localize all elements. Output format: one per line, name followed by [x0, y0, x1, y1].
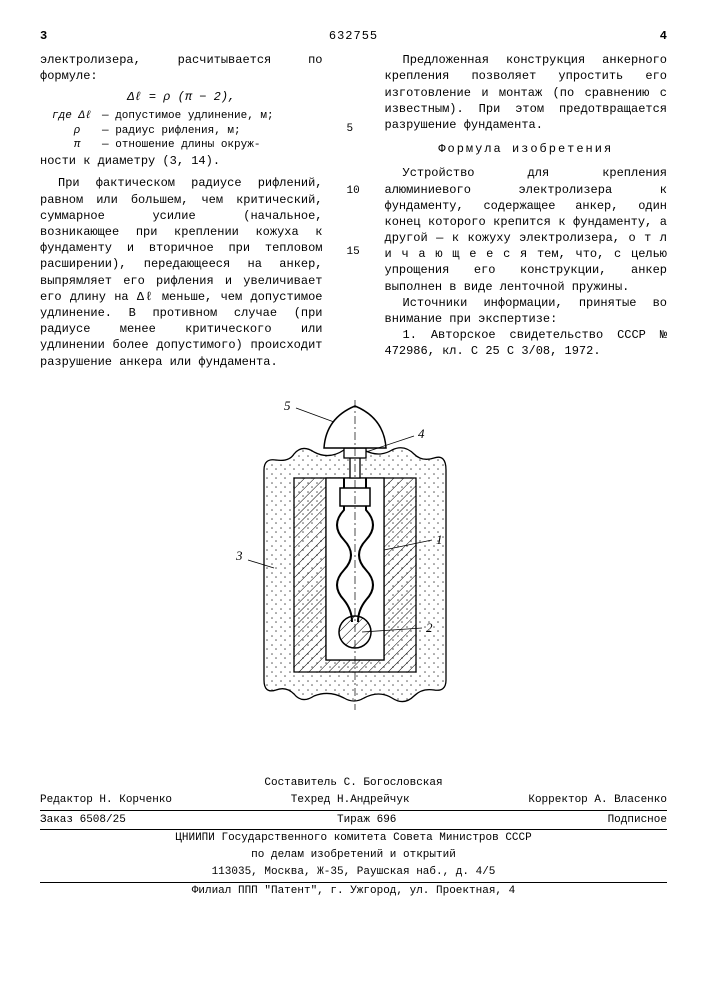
page-right: 4: [660, 28, 667, 44]
text-columns: электролизера, расчитывается по формуле:…: [40, 52, 667, 370]
footer-branch: Филиал ППП "Патент", г. Ужгород, ул. Про…: [40, 883, 667, 900]
right-p3: Источники информации, принятые во вниман…: [385, 295, 668, 327]
figure: 1 2 3 4 5: [40, 400, 667, 715]
def3-txt: — отношение длины окруж-: [102, 138, 260, 153]
def1-txt: — допустимое удлинение, м;: [102, 109, 274, 124]
line-markers: 5 10 15: [347, 52, 361, 370]
def1-sym: где Δℓ: [52, 109, 102, 124]
def2-sym: ρ: [52, 124, 102, 139]
footer-org2: по делам изобретений и открытий: [40, 847, 667, 864]
right-p4: 1. Авторское свидетельство СССР № 472986…: [385, 327, 668, 359]
footer-corrector: Корректор А. Власенко: [528, 792, 667, 809]
footer-sub: Подписное: [608, 812, 667, 829]
label-5: 5: [284, 400, 291, 413]
footer: Составитель С. Богословская Редактор Н. …: [40, 775, 667, 900]
def3-cont: ности к диаметру (3, 14).: [40, 153, 323, 169]
right-column: Предложенная конструкция анкерного крепл…: [385, 52, 668, 370]
left-p1: электролизера, расчитывается по формуле:: [40, 52, 323, 84]
footer-tirage: Тираж 696: [337, 812, 396, 829]
marker-10: 10: [347, 184, 361, 199]
footer-order: Заказ 6508/25 Тираж 696 Подписное: [40, 811, 667, 831]
formula: Δℓ = ρ (π − 2),: [40, 89, 323, 105]
footer-address: 113035, Москва, Ж-35, Раушская наб., д. …: [40, 863, 667, 883]
page-left: 3: [40, 28, 47, 44]
footer-org1: ЦНИИПИ Государственного комитета Совета …: [40, 830, 667, 847]
left-p2: При фактическом радиусе рифлений, равном…: [40, 175, 323, 369]
left-column: электролизера, расчитывается по формуле:…: [40, 52, 323, 370]
patent-number: 632755: [329, 28, 378, 44]
footer-order-num: Заказ 6508/25: [40, 812, 126, 829]
footer-credits: Редактор Н. Корченко Техред Н.Андрейчук …: [40, 791, 667, 811]
formula-title: Формула изобретения: [385, 141, 668, 157]
footer-tech: Техред Н.Андрейчук: [291, 792, 410, 809]
label-2: 2: [426, 620, 433, 635]
footer-editor: Редактор Н. Корченко: [40, 792, 172, 809]
right-p2: Устройство для крепления алюминиевого эл…: [385, 165, 668, 295]
label-4: 4: [418, 426, 425, 441]
def2-txt: — радиус рифления, м;: [102, 124, 241, 139]
def3-sym: π: [52, 138, 102, 153]
header-row: 3 632755 4: [40, 28, 667, 44]
marker-15: 15: [347, 245, 361, 260]
label-1: 1: [436, 532, 443, 547]
anchor-diagram: 1 2 3 4 5: [234, 400, 474, 710]
footer-compiler: Составитель С. Богословская: [40, 775, 667, 792]
formula-definitions: где Δℓ— допустимое удлинение, м; ρ— ради…: [52, 109, 323, 154]
right-p1: Предложенная конструкция анкерного крепл…: [385, 52, 668, 133]
label-3: 3: [235, 548, 243, 563]
marker-5: 5: [347, 122, 361, 137]
leader-5: [296, 408, 334, 422]
